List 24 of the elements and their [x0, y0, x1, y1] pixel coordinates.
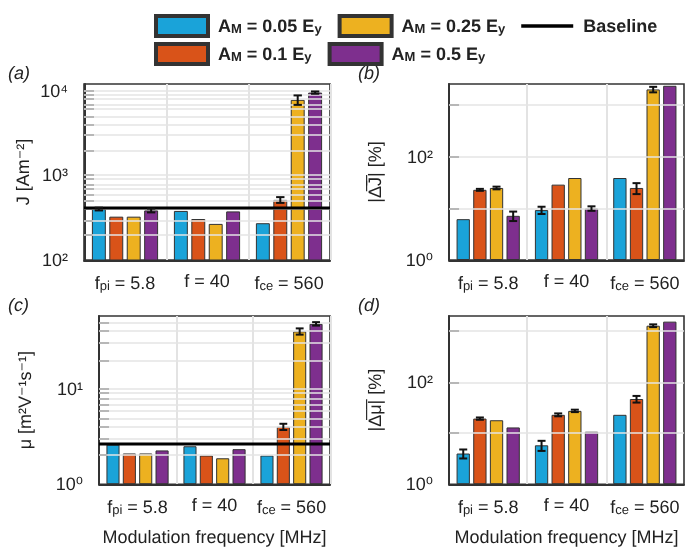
x-tick-label: f = 40 [191, 495, 238, 516]
y-tick-label: 10⁴ [40, 80, 69, 101]
y-tick-label: 10² [407, 372, 434, 393]
x-tick-label: f = 40 [543, 495, 590, 516]
y-axis-title: |Δ̅J̅| [%] [365, 141, 385, 203]
text: (a) [8, 63, 30, 83]
text: (b) [358, 63, 380, 83]
y-tick-label: 10⁰ [405, 250, 434, 270]
y-tick-label: 10¹ [57, 378, 84, 399]
y-tick-label: 10² [407, 146, 434, 167]
x-axis-title: Modulation frequency [MHz] [102, 527, 327, 547]
y-tick-label: 10⁰ [55, 474, 84, 495]
y-axis-title: J [Am⁻²] [13, 138, 33, 206]
text: (d) [358, 295, 380, 315]
text: (c) [8, 295, 29, 315]
x-axis-title: Modulation frequency [MHz] [454, 527, 679, 547]
x-tick-label: f = 40 [543, 271, 590, 291]
y-tick-label: 10² [41, 250, 68, 270]
y-tick-label: 10³ [41, 165, 68, 186]
y-tick-label: 10⁰ [405, 474, 434, 495]
x-tick-label: f = 40 [184, 271, 230, 291]
y-axis-title: μ [m²V⁻¹s⁻¹] [15, 350, 35, 450]
legend-label: Baseline [583, 16, 658, 36]
y-axis-title: |Δ̅μ̅| [%] [365, 368, 385, 432]
